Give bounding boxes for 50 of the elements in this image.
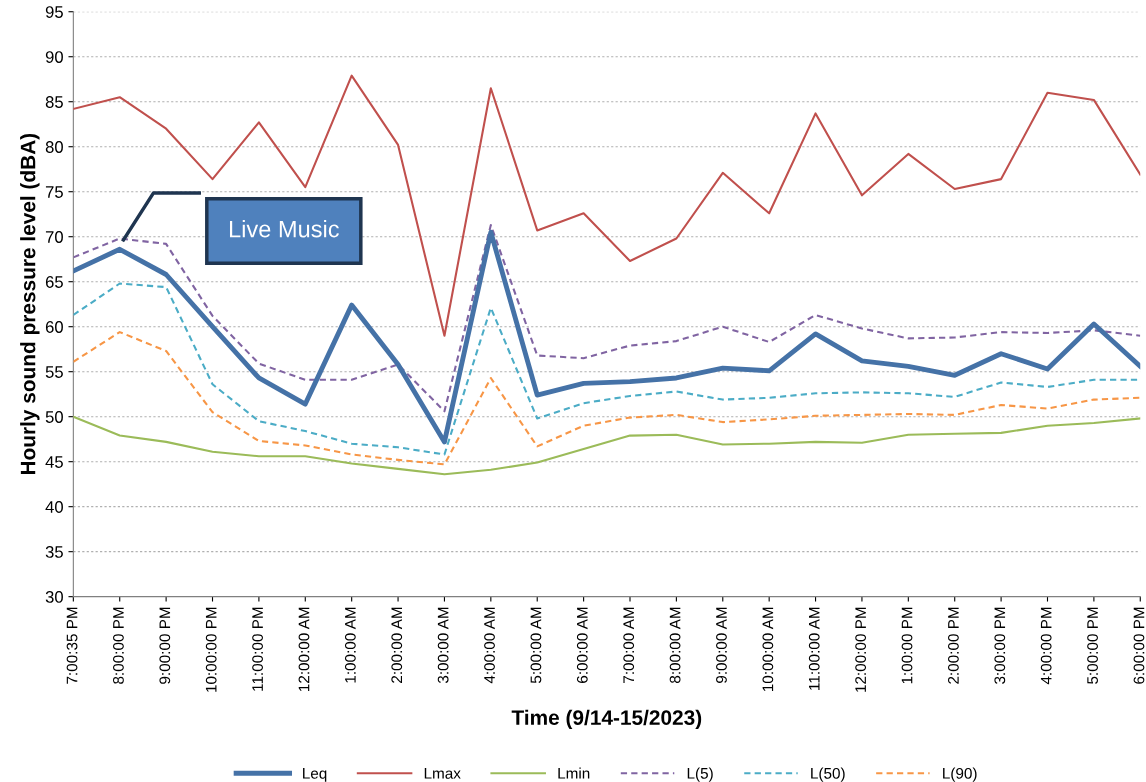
x-tick-label: 5:00:00 PM	[1087, 607, 1098, 684]
y-tick-label: 60	[45, 321, 63, 333]
y-tick-label: 50	[45, 411, 63, 423]
x-tick-label: 6:00:00 PM	[1133, 607, 1145, 684]
x-tick-label: 7:00:35 PM	[66, 607, 78, 684]
x-tick-label: 1:00:00 AM	[344, 607, 356, 683]
legend-label: Leq	[303, 768, 327, 782]
y-tick-label: 30	[45, 591, 63, 603]
x-tick-label: 6:00:00 AM	[576, 607, 588, 683]
x-tick-label: 11:00:00 PM	[252, 607, 263, 691]
x-tick-label: 5:00:00 AM	[530, 607, 542, 684]
x-tick-label: 3:00:00 AM	[437, 607, 449, 684]
x-tick-label: 10:00:00 AM	[762, 607, 774, 692]
x-tick-label: 8:00:00 AM	[669, 607, 681, 684]
y-tick-label: 75	[45, 186, 63, 198]
y-tick-label: 90	[45, 51, 63, 63]
y-tick-label: 35	[45, 546, 63, 558]
x-tick-label: 11:00:00 AM	[808, 607, 820, 690]
x-tick-label: 12:00:00 PM	[855, 607, 867, 692]
x-tick-label: 12:00:00 AM	[298, 607, 310, 692]
legend-label: L(90)	[943, 767, 977, 782]
annotation: Live Music	[229, 220, 339, 238]
y-tick-label: 65	[45, 276, 63, 288]
y-tick-label: 80	[45, 141, 63, 153]
x-tick-label: 9:00:00 AM	[716, 607, 727, 683]
y-tick-label: 40	[45, 501, 63, 513]
x-tick-label: 1:00:00 PM	[901, 607, 913, 684]
y-tick-label: 85	[45, 96, 63, 108]
y-tick-label: 95	[45, 6, 63, 18]
x-tick-label: 9:00:00 PM	[159, 607, 171, 684]
x-tick-label: 3:00:00 PM	[994, 607, 1006, 684]
x-tick-label: 10:00:00 PM	[205, 607, 217, 692]
x-axis-title: Time (9/14-15/2023)	[511, 709, 702, 730]
x-tick-label: 7:00:00 AM	[623, 607, 635, 683]
legend-label: Lmin	[558, 767, 590, 779]
y-tick-label: 70	[45, 231, 63, 243]
y-axis-title: Hourly sound pressure level (dBA)	[20, 133, 40, 475]
legend-label: Lmax	[424, 768, 461, 779]
y-tick-label: 55	[45, 366, 63, 378]
x-tick-label: 8:00:00 PM	[113, 607, 124, 684]
x-tick-label: 2:00:00 AM	[391, 607, 403, 683]
line-series	[73, 331, 1141, 466]
line-series	[73, 415, 1141, 476]
y-tick-label: 45	[45, 456, 63, 468]
x-tick-label: 2:00:00 PM	[948, 607, 959, 684]
x-tick-label: 4:00:00 AM	[484, 607, 495, 684]
legend-label: L(50)	[811, 767, 845, 782]
legend-label: L(5)	[687, 767, 713, 782]
x-tick-label: 4:00:00 PM	[1040, 607, 1052, 685]
line-series	[73, 74, 1141, 337]
